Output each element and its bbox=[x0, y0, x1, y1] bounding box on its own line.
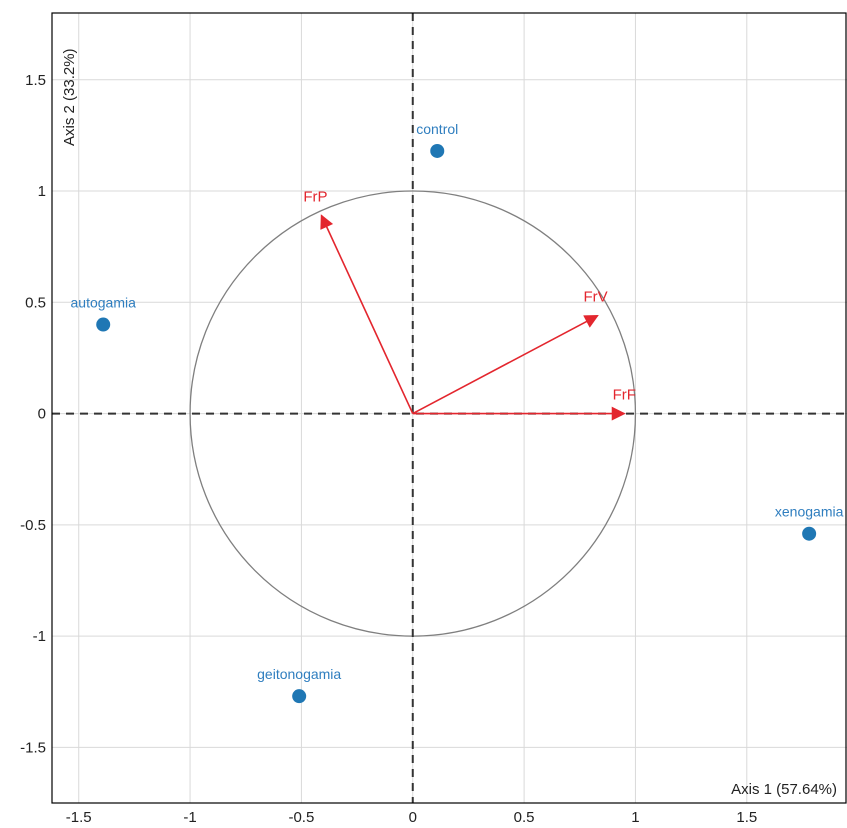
plot-frame bbox=[51, 12, 847, 804]
observation-label: control bbox=[416, 121, 458, 137]
observation-point bbox=[292, 689, 307, 704]
vector-label: FrV bbox=[584, 289, 608, 306]
x-tick-label: -1.5 bbox=[66, 809, 92, 826]
observation-label: geitonogamia bbox=[257, 666, 341, 682]
observation-label: autogamia bbox=[71, 295, 137, 311]
x-tick-label: 0 bbox=[409, 809, 417, 826]
observation-point bbox=[430, 143, 445, 158]
vector-label: FrF bbox=[613, 387, 636, 404]
variable-vectors: FrP FrV FrF bbox=[303, 189, 636, 421]
observation-label: xenogamia bbox=[775, 504, 844, 520]
vector-label: FrP bbox=[303, 189, 327, 206]
tick-labels: -1.5 -1 -0.5 0 0.5 1 1.5 1.5 1 0.5 0 -0.5 -1 -1.5 bbox=[20, 72, 757, 826]
x-tick-label: 1 bbox=[631, 809, 639, 826]
x-tick-label: 0.5 bbox=[514, 809, 535, 826]
observation-point bbox=[96, 317, 111, 332]
y-tick-label: -1 bbox=[33, 628, 46, 645]
y-tick-label: -0.5 bbox=[20, 517, 46, 534]
y-tick-label: 0.5 bbox=[25, 294, 46, 311]
y-tick-label: -1.5 bbox=[20, 739, 46, 756]
observation-point bbox=[802, 526, 817, 541]
y-tick-label: 1 bbox=[38, 183, 46, 200]
y-tick-label: 0 bbox=[38, 406, 46, 423]
x-tick-label: 1.5 bbox=[736, 809, 757, 826]
vector-arrow bbox=[320, 214, 414, 414]
x-axis-title: Axis 1 (57.64%) bbox=[731, 781, 837, 798]
y-axis-title: Axis 2 (33.2%) bbox=[61, 48, 78, 146]
x-tick-label: -0.5 bbox=[288, 809, 314, 826]
vector-arrow bbox=[412, 314, 599, 415]
observation-points: control autogamia xenogamia geitonogamia bbox=[71, 121, 844, 704]
x-tick-label: -1 bbox=[183, 809, 196, 826]
y-tick-label: 1.5 bbox=[25, 72, 46, 89]
